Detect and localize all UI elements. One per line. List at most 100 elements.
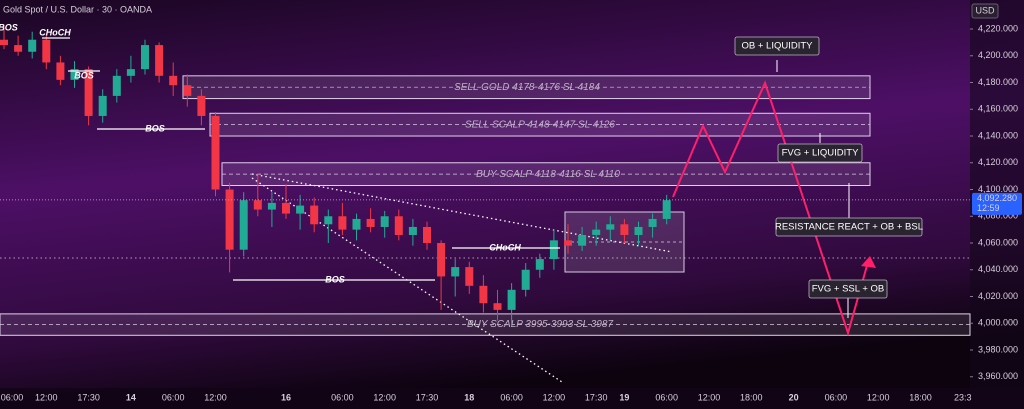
x-tick-label: 17:30 (77, 392, 100, 402)
structure-label: BOS (325, 274, 345, 284)
candle-body (112, 75, 121, 96)
structure-label: BOS (0, 22, 18, 32)
currency: USD (975, 5, 995, 15)
candle-body (549, 240, 558, 260)
candle-body (352, 218, 361, 230)
zone-label: BUY SCALP 4118-4116 SL 4110 (476, 169, 620, 180)
candle-body (408, 226, 417, 235)
candle-body (169, 75, 178, 86)
candle-body (507, 289, 516, 310)
candle-body (28, 39, 37, 52)
x-tick-label: 16 (281, 392, 291, 402)
y-tick-label: 3,960.000 (978, 371, 1018, 381)
candle-body (239, 200, 248, 250)
x-tick-label: 19 (619, 392, 629, 402)
x-tick-label: 12:00 (35, 392, 58, 402)
x-tick-label: 14 (126, 392, 136, 402)
callout-box (775, 217, 923, 237)
y-tick-label: 4,000.000 (978, 318, 1018, 328)
candle-body (98, 95, 107, 116)
price-axis: 4,220.000 4,200.000 4,180.000 4,160.000 4,14… (970, 23, 1022, 381)
candle-body (380, 216, 389, 227)
candle-body (267, 202, 276, 210)
x-tick-label: 18 (464, 392, 474, 402)
x-tick-label: 06:00 (500, 392, 523, 402)
callout-text: RESISTANCE REACT + OB + BSL (775, 222, 923, 233)
x-tick-label: 12:00 (543, 392, 566, 402)
x-tick-label: 17:30 (416, 392, 439, 402)
x-tick-label: 12:00 (204, 392, 227, 402)
candle-body (606, 224, 615, 230)
x-tick-label: 12:00 (698, 392, 721, 402)
y-tick-label: 4,220.000 (978, 23, 1018, 33)
candle-body (84, 69, 93, 116)
y-tick-label: 3,980.000 (978, 344, 1018, 354)
callout-box (808, 279, 888, 299)
y-tick-label: 4,020.000 (978, 291, 1018, 301)
chart-title: Gold Spot / U.S. Dollar · 30 · OANDA (3, 4, 152, 14)
candle-body (70, 69, 79, 80)
candle-body (521, 269, 530, 290)
structure-label: BOS (74, 70, 94, 80)
candle-body (296, 205, 305, 214)
y-tick-label: 4,120.000 (978, 157, 1018, 167)
candle-body (155, 45, 164, 76)
projection-arrow (861, 256, 876, 268)
candle-body (14, 45, 23, 52)
candle-body (310, 205, 319, 225)
candle-body (662, 200, 671, 219)
zone-label: SELL GOLD 4178-4176 SL 4184 (454, 82, 600, 93)
callouts: OB + LIQUIDITY FVG + LIQUIDITY RESISTANCE … (734, 36, 923, 318)
candle-body (366, 218, 375, 227)
candle-body (183, 85, 192, 96)
candle-body (126, 69, 135, 76)
candle-body (634, 226, 643, 235)
structure-label: BOS (145, 123, 165, 133)
x-tick-label: 06:00 (825, 392, 848, 402)
y-tick-label: 4,080.000 (978, 211, 1018, 221)
zone-label: BUY SCALP 3995-3993 SL 3987 (467, 319, 613, 330)
candle-body (592, 229, 601, 235)
callout-box (734, 36, 820, 56)
x-tick-label: 06:00 (1, 392, 24, 402)
y-tick-label: 4,200.000 (978, 50, 1018, 60)
candle-body (324, 216, 333, 225)
candles (0, 26, 671, 326)
y-tick-label: 4,100.000 (978, 184, 1018, 194)
x-tick-label: 18:00 (740, 392, 763, 402)
structure-label: CHoCH (39, 27, 71, 37)
x-tick-label: 12:00 (867, 392, 890, 402)
y-tick-label: 4,160.000 (978, 104, 1018, 114)
x-tick-label: 17:30 (585, 392, 608, 402)
last-time: 12:59 (977, 203, 1000, 213)
structure-label: CHoCH (489, 242, 521, 252)
x-tick-label: 20 (789, 392, 799, 402)
candle-body (451, 267, 460, 277)
x-tick-label: 18:00 (909, 392, 932, 402)
candle-body (620, 224, 629, 235)
candle-body (282, 202, 290, 214)
candle-body (479, 285, 488, 304)
callout-text: FVG + LIQUIDITY (782, 148, 859, 159)
candle-body (197, 95, 206, 116)
y-tick-label: 4,140.000 (978, 130, 1018, 140)
candle-body (648, 218, 657, 227)
candle-body (394, 216, 403, 235)
y-tick-label: 4,180.000 (978, 77, 1018, 87)
candle-body (0, 39, 8, 46)
callout-text: FVG + SSL + OB (812, 284, 885, 295)
zone-label: SELL SCALP 4148-4147 SL 4126 (465, 119, 615, 130)
x-tick-label: 12:00 (373, 392, 396, 402)
candle-body (56, 62, 65, 80)
candle-body (225, 189, 234, 250)
time-axis-bg (0, 388, 1024, 409)
last-price: 4,092.280 (977, 193, 1017, 203)
notes: BOS CHoCH BOS BOS BOS CHoCH (0, 22, 560, 284)
x-tick-label: 23:3 (954, 392, 972, 402)
candle-body (578, 234, 587, 246)
x-tick-label: 06:00 (162, 392, 185, 402)
callout-text: OB + LIQUIDITY (741, 41, 813, 52)
candle-body (564, 240, 572, 246)
